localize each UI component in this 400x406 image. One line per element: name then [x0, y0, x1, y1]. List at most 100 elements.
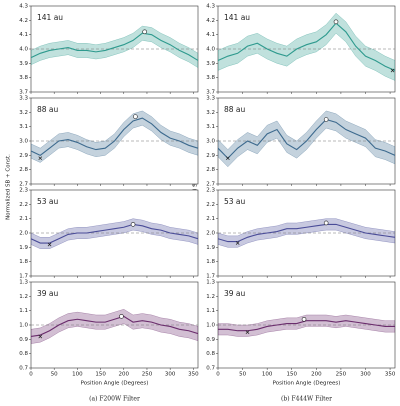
y-tick-label: 2.3: [19, 188, 28, 194]
profile-line: [31, 117, 198, 156]
y-tick-label: 4.1: [206, 32, 215, 38]
peak-marker: [323, 220, 329, 226]
y-tick-label: 3.1: [19, 124, 28, 130]
y-tick-label: 2.2: [206, 202, 215, 208]
y-tick-label: 1.8: [19, 259, 28, 265]
y-tick-label: 3.2: [206, 110, 215, 116]
y-tick-label: 1.3: [19, 280, 28, 286]
y-tick-label: 1.7: [206, 274, 215, 280]
panel-label: 39 au: [37, 289, 59, 298]
profile-line: [31, 32, 198, 61]
panel-label: 141 au: [37, 13, 63, 22]
trough-marker: [225, 156, 230, 161]
panel-label: 141 au: [224, 13, 250, 22]
trough-marker: [245, 330, 250, 335]
uncertainty-band: [31, 25, 198, 68]
y-tick-label: 4.3: [206, 4, 215, 10]
panel-label: 88 au: [37, 105, 59, 114]
y-tick-label: 3.7: [19, 90, 28, 96]
y-tick-label: 2.9: [19, 153, 28, 159]
profile-line: [218, 118, 395, 159]
y-tick-label: 1.0: [19, 323, 28, 329]
x-tick-label: 0: [216, 372, 220, 378]
peak-marker: [130, 222, 136, 227]
peak-marker: [142, 29, 147, 35]
y-tick-label: 1.8: [206, 259, 215, 265]
y-tick-label: 3.2: [19, 110, 28, 116]
trough-marker: [47, 242, 52, 247]
y-tick-label: 2.7: [206, 182, 215, 188]
y-tick-label: 0.9: [206, 337, 215, 343]
uncertainty-band: [218, 12, 395, 81]
panel-label: 53 au: [224, 197, 246, 206]
y-tick-label: 2.0: [19, 231, 28, 237]
x-tick-label: 200: [119, 372, 130, 378]
y-tick-label: 2.1: [19, 216, 28, 222]
profile-line: [218, 320, 395, 332]
y-tick-label: 3.9: [19, 61, 28, 67]
profile-line: [218, 223, 395, 243]
y-tick-label: 1.9: [19, 245, 28, 251]
uncertainty-band: [31, 308, 198, 344]
peak-marker: [119, 314, 124, 319]
y-tick-label: 2.2: [19, 202, 28, 208]
y-axis-label: Normalized SB + Const.: [6, 154, 12, 220]
y-tick-label: 2.8: [206, 167, 215, 173]
y-tick-label: 1.2: [206, 294, 215, 300]
panel-label: 88 au: [224, 105, 246, 114]
peak-marker: [133, 114, 138, 119]
y-tick-label: 3.3: [206, 96, 215, 102]
y-tick-label: 1.3: [206, 280, 215, 286]
x-tick-label: 150: [287, 372, 298, 378]
y-tick-label: 0.8: [206, 351, 215, 357]
y-tick-label: 3.7: [206, 90, 215, 96]
x-tick-label: 150: [95, 372, 106, 378]
plot-content: [218, 110, 395, 168]
y-tick-label: 2.1: [206, 216, 215, 222]
y-tick-label: 2.3: [206, 188, 215, 194]
y-tick-label: 4.2: [206, 18, 215, 24]
x-tick-label: 250: [142, 372, 153, 378]
plot-content: [218, 218, 395, 248]
y-tick-label: 3.9: [206, 61, 215, 67]
x-axis-label: Position Angle (Degrees): [81, 381, 149, 387]
x-tick-label: 350: [188, 372, 199, 378]
peak-marker: [323, 117, 329, 122]
y-tick-label: 3.1: [206, 124, 215, 130]
trough-marker: [390, 68, 395, 73]
y-tick-label: 3.0: [19, 139, 28, 145]
uncertainty-band: [31, 218, 198, 250]
y-tick-label: 1.9: [206, 245, 215, 251]
peak-marker: [301, 316, 307, 322]
x-tick-label: 50: [239, 372, 246, 378]
trough-marker: [235, 241, 240, 245]
x-tick-label: 100: [72, 372, 83, 378]
y-tick-label: 0.7: [19, 366, 28, 372]
plot-content: [31, 25, 198, 68]
y-tick-label: 1.0: [206, 323, 215, 329]
plot-content: [31, 218, 198, 250]
profile-line: [31, 315, 198, 338]
x-tick-label: 50: [51, 372, 58, 378]
panel-label: 39 au: [224, 289, 246, 298]
x-tick-label: 350: [385, 372, 396, 378]
x-axis-label: Position Angle (Degrees): [273, 381, 341, 387]
profile-line: [31, 223, 198, 244]
y-tick-label: 1.1: [206, 308, 215, 314]
trough-marker: [38, 156, 43, 161]
trough-marker: [38, 334, 43, 339]
plot-content: [31, 308, 198, 344]
y-tick-label: 3.8: [19, 75, 28, 81]
uncertainty-band: [218, 314, 395, 337]
y-tick-label: 2.0: [206, 231, 215, 237]
peak-marker: [333, 19, 339, 25]
y-tick-label: 2.9: [206, 153, 215, 159]
y-tick-label: 4.2: [19, 18, 28, 24]
y-tick-label: 1.1: [19, 308, 28, 314]
y-tick-label: 4.0: [19, 47, 28, 53]
y-tick-label: 4.1: [19, 32, 28, 38]
uncertainty-band: [218, 218, 395, 248]
profile-line: [218, 22, 395, 72]
y-tick-label: 2.8: [19, 167, 28, 173]
